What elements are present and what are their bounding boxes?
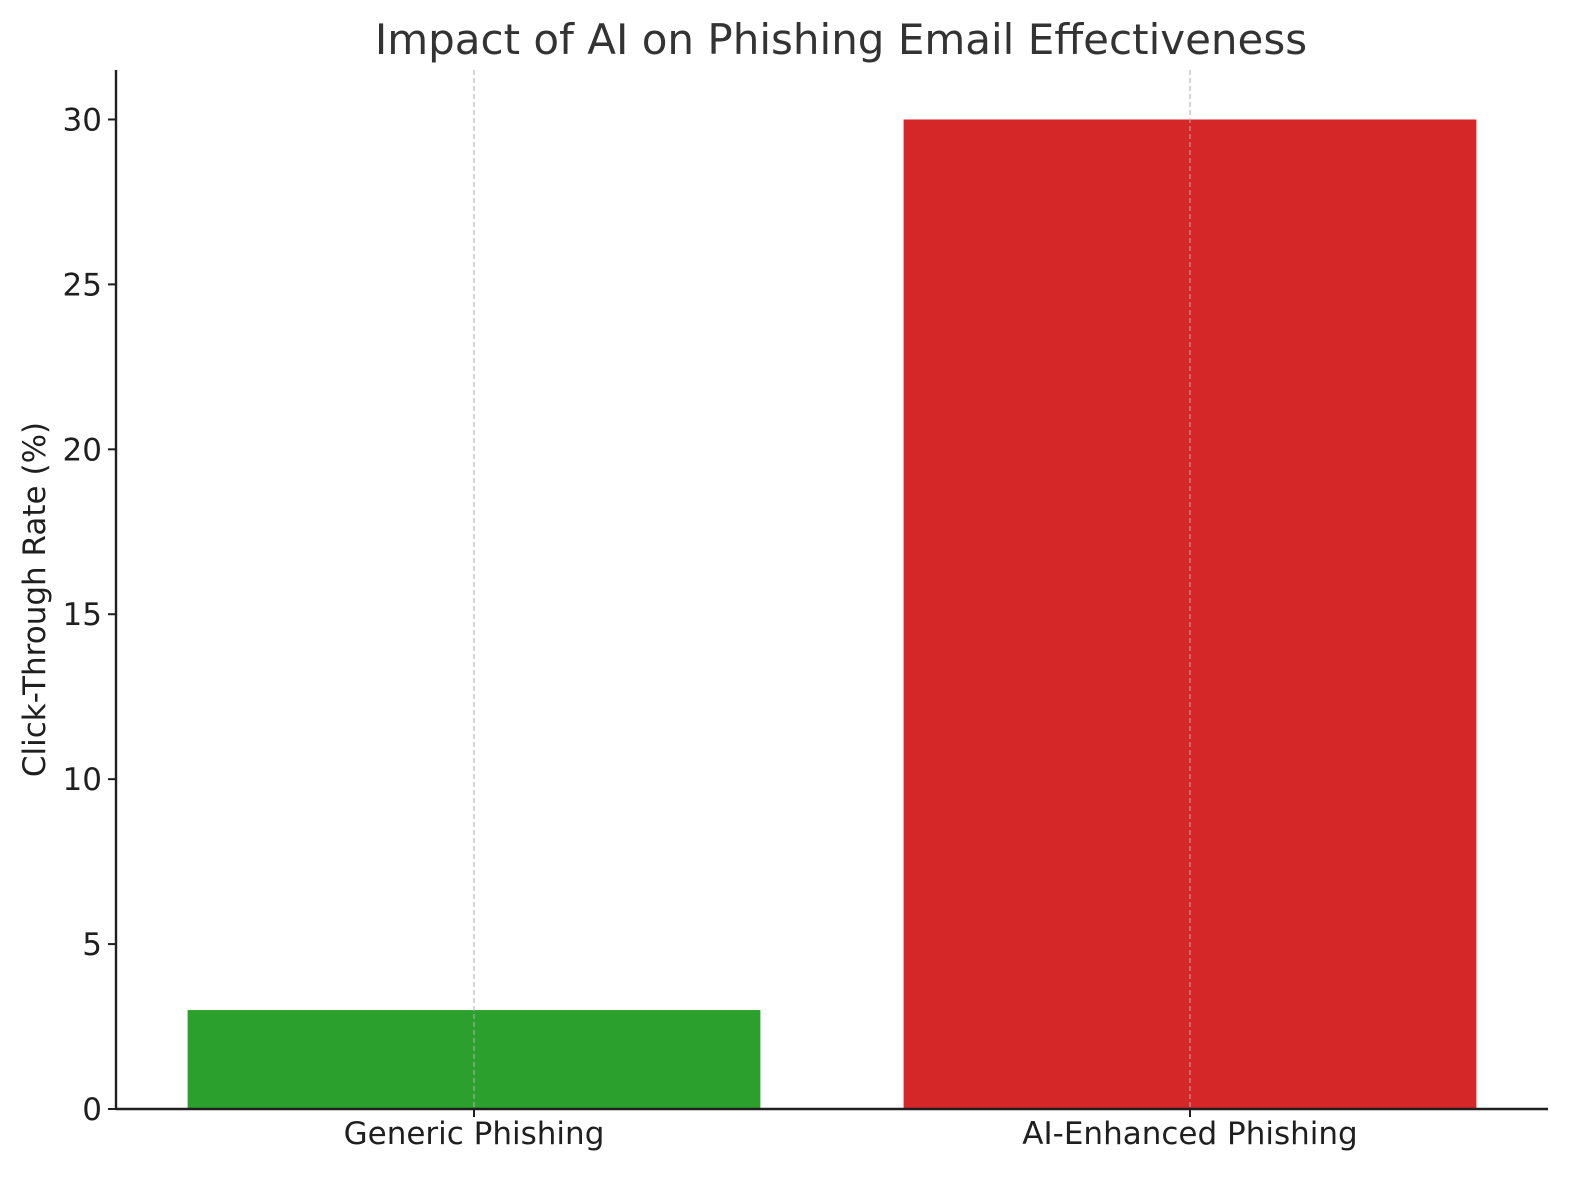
y-tick-label: 20 <box>63 432 102 468</box>
y-tick-label: 5 <box>82 927 102 963</box>
x-tick-label: AI-Enhanced Phishing <box>1022 1116 1357 1152</box>
y-tick-label: 25 <box>63 267 102 303</box>
y-tick-label: 30 <box>63 102 102 138</box>
x-axis-ticks: Generic Phishing AI-Enhanced Phishing <box>344 1109 1358 1152</box>
y-tick-label: 10 <box>63 762 102 798</box>
axes <box>114 70 1548 1111</box>
chart-title: Impact of AI on Phishing Email Effective… <box>375 15 1307 64</box>
y-tick-label: 15 <box>63 597 102 633</box>
y-tick-label: 0 <box>82 1092 102 1128</box>
x-tick-label: Generic Phishing <box>344 1116 605 1152</box>
bars <box>187 119 1477 1110</box>
grid-lines-front <box>473 70 1191 1109</box>
y-axis-label: Click-Through Rate (%) <box>17 422 53 777</box>
y-axis-ticks: 0 5 10 15 20 25 30 <box>63 102 116 1128</box>
